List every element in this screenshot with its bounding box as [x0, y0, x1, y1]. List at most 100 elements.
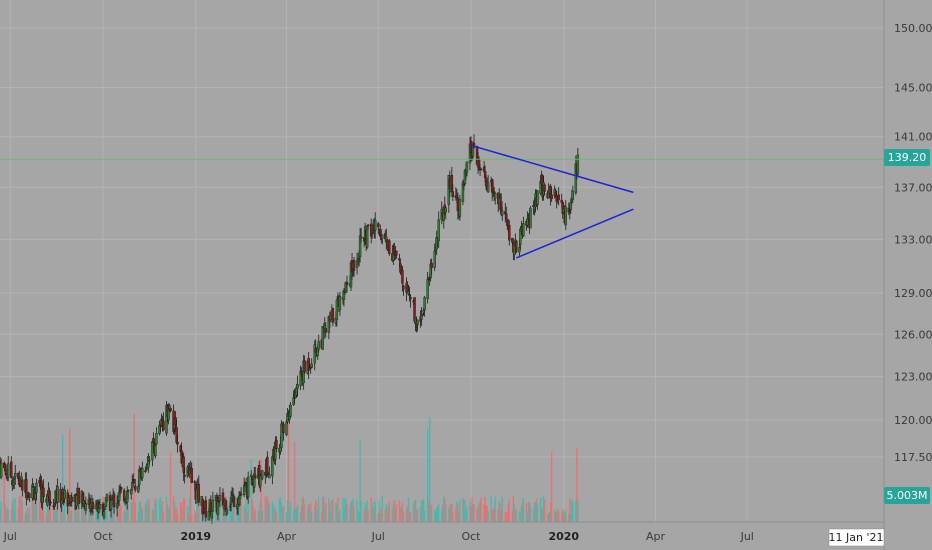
- volume-bar: [39, 499, 42, 522]
- volume-bar: [287, 420, 290, 522]
- candle-body: [77, 487, 81, 504]
- volume-bar: [534, 501, 537, 522]
- volume-bars: [0, 413, 579, 522]
- candlestick-series: [0, 134, 580, 524]
- volume-bar: [71, 510, 73, 522]
- volume-bar: [146, 499, 149, 522]
- volume-bar: [92, 508, 94, 522]
- volume-bar: [568, 513, 570, 522]
- volume-bar: [540, 507, 543, 522]
- volume-bar: [99, 505, 101, 522]
- volume-bar: [302, 498, 305, 522]
- volume-bar: [175, 507, 178, 522]
- volume-bar: [349, 506, 351, 522]
- trendlines[interactable]: [470, 144, 634, 259]
- candle-body: [433, 250, 436, 268]
- volume-bar: [25, 511, 28, 522]
- volume-bar: [130, 502, 132, 522]
- volume-bar: [186, 506, 189, 522]
- volume-bar: [330, 511, 332, 522]
- volume-bar: [487, 511, 489, 522]
- volume-bar: [11, 502, 13, 522]
- candle-body: [388, 240, 391, 254]
- volume-bar: [527, 502, 530, 522]
- volume-bar: [429, 504, 432, 522]
- candle-body: [197, 483, 200, 503]
- candle-body: [169, 407, 172, 411]
- volume-bar: [140, 506, 143, 522]
- candle-body: [130, 489, 133, 495]
- volume-bar: [434, 509, 436, 522]
- volume-bar: [285, 511, 288, 522]
- volume-bar: [280, 502, 283, 522]
- volume-bar: [174, 507, 177, 522]
- candle-body: [444, 207, 447, 213]
- candle-body: [14, 473, 17, 478]
- volume-bar: [423, 510, 426, 522]
- volume-bar: [254, 508, 256, 522]
- volume-bar: [324, 506, 326, 522]
- price-axis[interactable]: 150.00 145.00 141.00 137.00 133.00 129.00 126.…: [883, 0, 932, 550]
- volume-bar: [19, 496, 22, 522]
- volume-bar: [408, 513, 411, 522]
- candle-body: [420, 314, 423, 320]
- volume-bar: [332, 499, 334, 522]
- candle-body: [49, 501, 52, 504]
- volume-bar: [381, 496, 383, 522]
- x-tick-label: Jul: [371, 530, 385, 543]
- volume-bar: [176, 513, 179, 522]
- volume-bar: [318, 497, 320, 522]
- volume-bar: [452, 512, 454, 522]
- trendline: [516, 208, 634, 259]
- y-tick-label: 145.00: [894, 82, 932, 95]
- volume-bar: [449, 504, 451, 522]
- volume-bar: [259, 502, 261, 522]
- volume-bar: [222, 497, 224, 522]
- volume-bar: [395, 504, 398, 522]
- volume-bar: [167, 509, 170, 522]
- candle-body: [148, 460, 151, 462]
- volume-bar: [492, 509, 494, 522]
- volume-bar: [139, 501, 142, 522]
- volume-bar: [442, 504, 444, 522]
- volume-bar: [74, 505, 76, 522]
- volume-bar: [119, 503, 121, 522]
- volume-bar: [238, 501, 240, 522]
- volume-bar: [342, 497, 344, 522]
- candle-body: [190, 468, 193, 483]
- volume-bar: [245, 499, 247, 522]
- volume-bar: [6, 507, 8, 522]
- candle-body: [155, 433, 158, 445]
- volume-bar: [258, 510, 260, 522]
- volume-bar: [541, 508, 544, 522]
- candle-body: [238, 495, 242, 500]
- volume-bar: [271, 501, 274, 522]
- volume-bar: [198, 496, 200, 522]
- candle-body: [571, 191, 575, 200]
- volume-bar: [549, 502, 552, 522]
- volume-bar: [281, 507, 284, 522]
- volume-bar: [105, 510, 107, 522]
- grid-lines: [0, 0, 884, 522]
- volume-bar: [229, 510, 231, 522]
- volume-bar: [377, 513, 379, 522]
- volume-bar: [55, 502, 58, 522]
- candle-body: [398, 258, 401, 261]
- volume-bar: [137, 511, 139, 522]
- volume-bar: [160, 505, 163, 522]
- volume-bar: [464, 499, 466, 522]
- volume-bar: [106, 503, 108, 522]
- candle-body: [437, 219, 440, 242]
- candle-body: [409, 296, 412, 300]
- time-axis[interactable]: Jul Oct 2019 Apr Jul Oct 2020 Apr Jul: [0, 521, 884, 543]
- volume-bar: [370, 497, 372, 522]
- volume-bar: [508, 498, 511, 522]
- volume-bar: [169, 452, 172, 522]
- volume-bar: [498, 501, 500, 522]
- candle-body: [366, 224, 370, 227]
- volume-bar: [336, 503, 338, 522]
- volume-bar: [450, 505, 452, 522]
- volume-bar: [451, 503, 453, 522]
